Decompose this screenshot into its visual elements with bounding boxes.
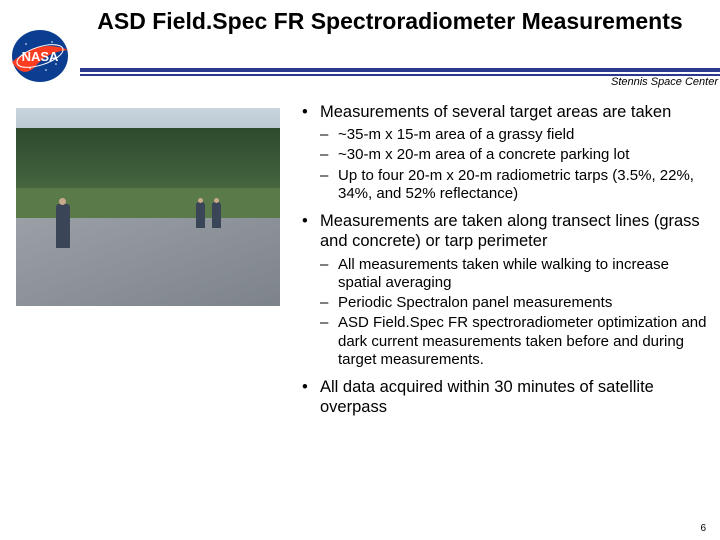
bullet-list: Measurements of several target areas are… (280, 102, 710, 530)
subtitle: Stennis Space Center (611, 76, 718, 88)
title-block: ASD Field.Spec FR Spectroradiometer Meas… (0, 0, 720, 34)
title-rule (80, 68, 720, 76)
page-title: ASD Field.Spec FR Spectroradiometer Meas… (80, 8, 700, 34)
page-number: 6 (700, 523, 706, 534)
bullet-1-sub-3: Up to four 20-m x 20-m radiometric tarps… (320, 167, 710, 204)
bullet-2-sub-1: All measurements taken while walking to … (320, 256, 710, 293)
bullet-2-sub-2: Periodic Spectralon panel measurements (320, 294, 710, 312)
field-photo (16, 108, 280, 306)
bullet-1-sub-1: ~35-m x 15-m area of a grassy field (320, 126, 710, 144)
bullet-1: Measurements of several target areas are… (302, 102, 710, 122)
bullet-1-sub-2: ~30-m x 20-m area of a concrete parking … (320, 146, 710, 164)
svg-text:NASA: NASA (22, 49, 59, 64)
bullet-2: Measurements are taken along transect li… (302, 211, 710, 251)
bullet-2-sub-3: ASD Field.Spec FR spectroradiometer opti… (320, 314, 710, 369)
bullet-3: All data acquired within 30 minutes of s… (302, 377, 710, 417)
content-area: Measurements of several target areas are… (16, 102, 710, 530)
nasa-logo: NASA (6, 28, 74, 84)
